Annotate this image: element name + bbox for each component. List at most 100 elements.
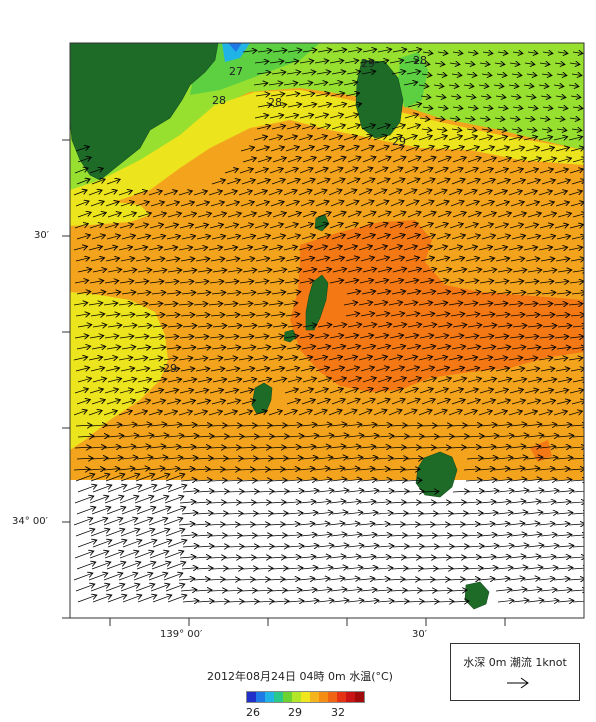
colorbar-mid-label: 29 <box>288 706 302 719</box>
colorbar-swatch <box>328 692 337 702</box>
current-vector <box>374 335 389 338</box>
current-vector <box>463 357 478 360</box>
current-vector <box>332 104 347 107</box>
current-vector <box>152 325 167 327</box>
current-vector <box>512 325 527 327</box>
current-vector <box>510 147 525 151</box>
current-vector <box>343 246 357 251</box>
current-vector <box>301 72 316 74</box>
current-vector <box>434 118 445 120</box>
current-vector <box>257 270 272 273</box>
current-vector <box>479 118 490 120</box>
current-vector <box>77 157 91 163</box>
current-vector <box>89 336 104 338</box>
current-vector <box>538 85 549 87</box>
current-vector <box>91 235 105 239</box>
current-vector <box>332 157 346 163</box>
current-vector <box>270 202 284 207</box>
current-vector <box>135 202 149 207</box>
current-vector <box>346 125 360 130</box>
current-vector <box>257 158 271 163</box>
current-vector <box>208 247 223 250</box>
current-vector <box>390 146 404 152</box>
current-vector <box>313 357 328 360</box>
current-vector <box>136 292 151 294</box>
current-vector <box>540 315 555 317</box>
current-vector <box>539 336 554 338</box>
current-vector <box>404 114 419 118</box>
current-vector <box>283 190 297 196</box>
current-vector <box>122 325 137 327</box>
current-vector <box>223 247 238 250</box>
current-vector <box>135 368 150 371</box>
current-vector <box>256 347 271 349</box>
current-vector <box>254 61 269 63</box>
current-vector <box>253 191 267 196</box>
current-vector <box>241 347 256 349</box>
current-vector <box>272 269 287 272</box>
current-vector <box>433 136 447 141</box>
current-vector <box>148 191 162 196</box>
current-vector <box>104 336 119 338</box>
current-vector <box>238 191 252 196</box>
current-vector <box>238 247 253 250</box>
current-vector <box>538 304 553 306</box>
current-vector <box>448 303 463 305</box>
current-vector <box>302 104 317 107</box>
contour-label: 27 <box>229 65 243 78</box>
contour-label: 29 <box>361 57 375 70</box>
current-vector <box>539 224 554 228</box>
current-vector <box>180 315 195 316</box>
current-vector <box>239 169 253 174</box>
current-vector <box>451 179 465 185</box>
current-vector <box>479 224 493 229</box>
current-vector <box>422 52 433 54</box>
current-vector <box>511 236 526 240</box>
current-vector <box>77 269 92 272</box>
current-vector <box>313 82 328 85</box>
current-vector <box>315 258 330 262</box>
current-vector <box>419 168 433 174</box>
current-vector <box>224 224 239 228</box>
current-vector <box>257 50 272 52</box>
current-vector <box>135 314 150 316</box>
current-vector <box>449 63 460 65</box>
current-vector <box>211 180 225 185</box>
current-vector <box>405 201 419 207</box>
current-vector <box>345 146 359 152</box>
current-vector <box>242 213 256 218</box>
current-vector <box>556 347 571 349</box>
current-vector <box>300 147 314 152</box>
current-vector <box>403 82 418 85</box>
current-vector <box>403 302 418 305</box>
current-vector <box>316 346 331 349</box>
current-vector <box>466 235 480 239</box>
current-vector <box>481 179 495 185</box>
current-vector <box>494 336 509 338</box>
current-vector <box>332 212 346 218</box>
current-vector <box>568 247 583 250</box>
current-vector <box>302 157 316 163</box>
current-vector <box>571 129 582 131</box>
current-vector <box>433 246 448 250</box>
current-vector <box>434 335 449 338</box>
current-vector <box>284 281 299 284</box>
current-vector <box>390 313 405 316</box>
current-vector <box>568 85 579 87</box>
current-vector <box>286 235 300 239</box>
current-vector <box>523 358 538 360</box>
current-vector <box>467 325 482 327</box>
current-vector <box>270 314 285 316</box>
current-vector <box>495 202 509 207</box>
current-vector <box>467 157 481 163</box>
current-vector <box>510 314 525 316</box>
current-vector <box>572 158 584 162</box>
current-vector <box>270 258 285 261</box>
current-vector <box>285 314 300 316</box>
current-vector <box>301 125 316 129</box>
current-vector <box>524 169 538 174</box>
current-vector <box>347 49 362 52</box>
current-vector <box>178 358 193 360</box>
current-vector <box>478 247 493 250</box>
current-vector <box>298 357 313 360</box>
